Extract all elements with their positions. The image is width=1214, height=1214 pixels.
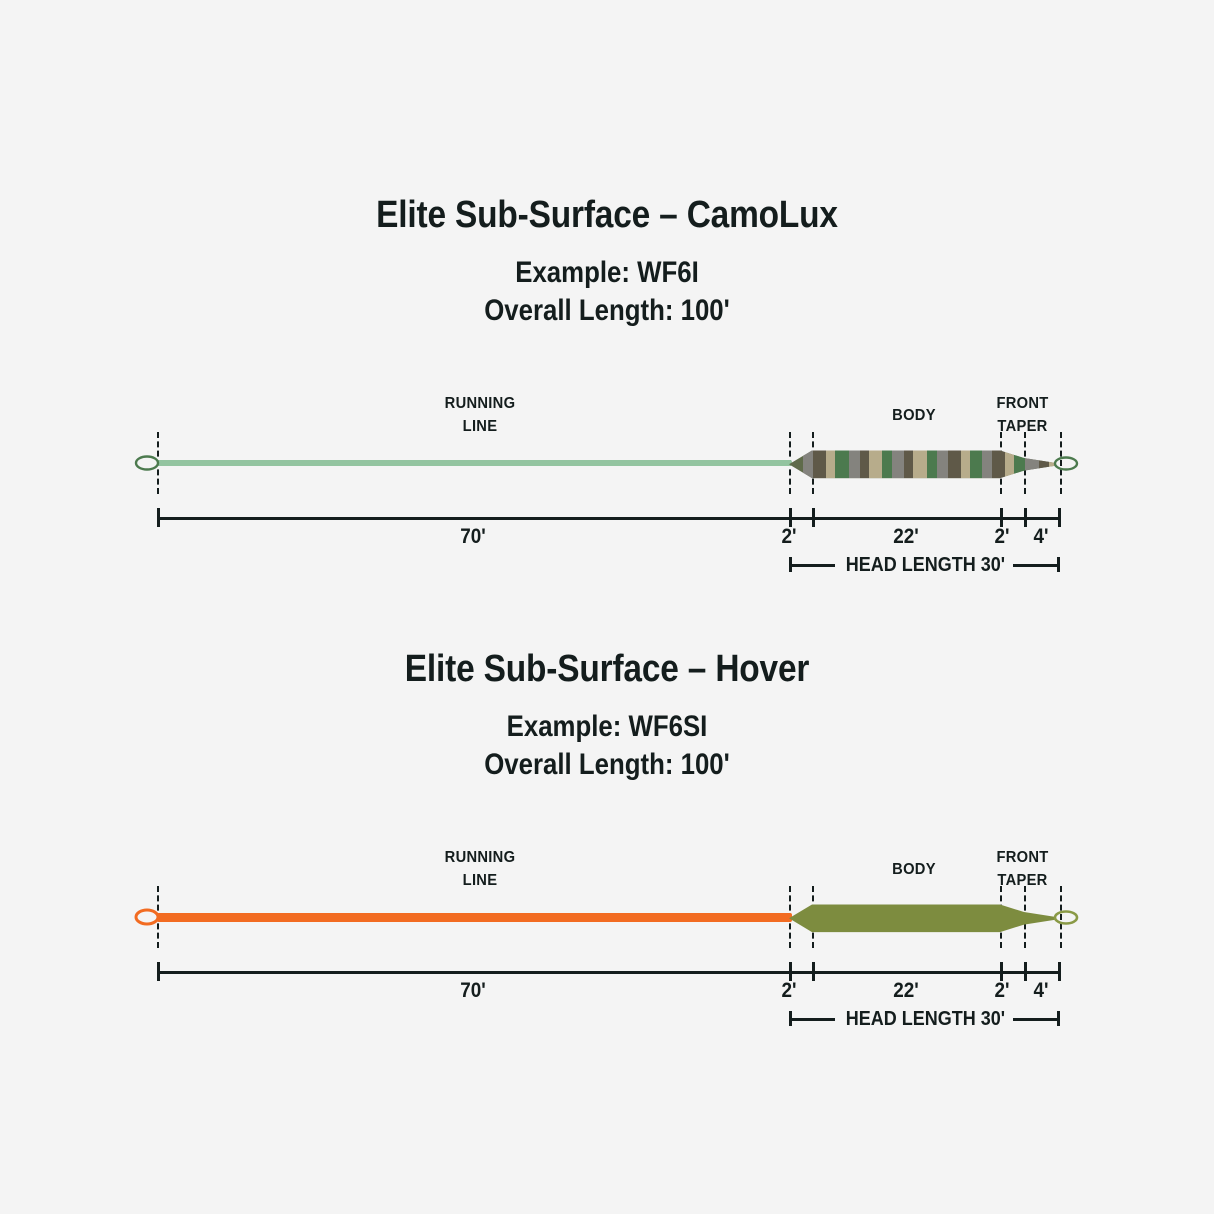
scale-label-front-taper-camolux: 2'	[994, 525, 1010, 548]
diagram-overall-length-camolux: Overall Length: 100'	[484, 294, 730, 328]
scale-axis-hover	[157, 971, 1060, 974]
scale-label-running-hover: 70'	[460, 979, 486, 1002]
diagram-title-camolux: Elite Sub-Surface – CamoLux	[376, 194, 838, 236]
label-front-taper-hover: FRONT TAPER	[996, 849, 1049, 890]
welded-loop-rear-hover	[134, 908, 160, 926]
subtitle-block-camolux: Example: WF6I Overall Length: 100'	[0, 254, 1214, 331]
guide-tip-end-camolux	[1060, 432, 1062, 494]
scale-tick-0-camolux	[157, 508, 160, 527]
running-line-camolux	[157, 460, 792, 466]
scale-label-rear-taper-camolux: 2'	[781, 525, 797, 548]
label-running-line-hover: RUNNING LINE	[444, 849, 516, 890]
scale-tick-96-hover	[1024, 962, 1027, 981]
scale-label-rear-taper-hover: 2'	[781, 979, 797, 1002]
scale-label-tip-hover: 4'	[1033, 979, 1049, 1002]
scale-tick-72-camolux	[812, 508, 815, 527]
label-body-camolux: BODY	[892, 407, 936, 424]
scale-tick-70-camolux	[789, 508, 792, 527]
head-profile-camolux	[786, 438, 1076, 490]
head-length-bracket-hover: HEAD LENGTH 30'	[789, 1005, 1060, 1035]
welded-loop-tip-camolux	[1053, 456, 1079, 471]
scale-tick-0-hover	[157, 962, 160, 981]
scale-tick-94-camolux	[1000, 508, 1003, 527]
scale-tick-94-hover	[1000, 962, 1003, 981]
label-running-line-camolux: RUNNING LINE	[444, 395, 516, 436]
title-block-hover: Elite Sub-Surface – Hover	[0, 650, 1214, 688]
head-length-label-camolux: HEAD LENGTH 30'	[845, 554, 1006, 576]
scale-tick-100-hover	[1058, 962, 1061, 981]
welded-loop-tip-hover	[1053, 910, 1079, 925]
head-length-label-hover: HEAD LENGTH 30'	[845, 1008, 1006, 1030]
welded-loop-rear-camolux	[134, 455, 160, 471]
label-front-taper-camolux: FRONT TAPER	[996, 395, 1049, 436]
scale-label-body-hover: 22'	[893, 979, 919, 1002]
scale-label-front-taper-hover: 2'	[994, 979, 1010, 1002]
guide-tip-end-hover	[1060, 886, 1062, 948]
diagram-overall-length-hover: Overall Length: 100'	[484, 748, 730, 782]
head-length-bracket-camolux: HEAD LENGTH 30'	[789, 551, 1060, 581]
diagram-example-camolux: Example: WF6I	[515, 256, 699, 289]
scale-label-tip-camolux: 4'	[1033, 525, 1049, 548]
scale-tick-100-camolux	[1058, 508, 1061, 527]
scale-tick-70-hover	[789, 962, 792, 981]
diagram-hover: RUNNING LINE BODY FRONT TAPER	[0, 840, 1214, 1050]
head-profile-hover	[786, 892, 1076, 944]
subtitle-block-hover: Example: WF6SI Overall Length: 100'	[0, 708, 1214, 785]
diagram-camolux: RUNNING LINE BODY FRONT TAPER	[0, 386, 1214, 596]
scale-axis-camolux	[157, 517, 1060, 520]
scale-label-running-camolux: 70'	[460, 525, 486, 548]
label-body-hover: BODY	[892, 861, 936, 878]
scale-tick-72-hover	[812, 962, 815, 981]
diagram-title-hover: Elite Sub-Surface – Hover	[404, 648, 810, 690]
diagram-example-hover: Example: WF6SI	[506, 710, 708, 743]
title-block-camolux: Elite Sub-Surface – CamoLux	[0, 196, 1214, 234]
scale-tick-96-camolux	[1024, 508, 1027, 527]
scale-label-body-camolux: 22'	[893, 525, 919, 548]
running-line-hover	[157, 913, 792, 922]
